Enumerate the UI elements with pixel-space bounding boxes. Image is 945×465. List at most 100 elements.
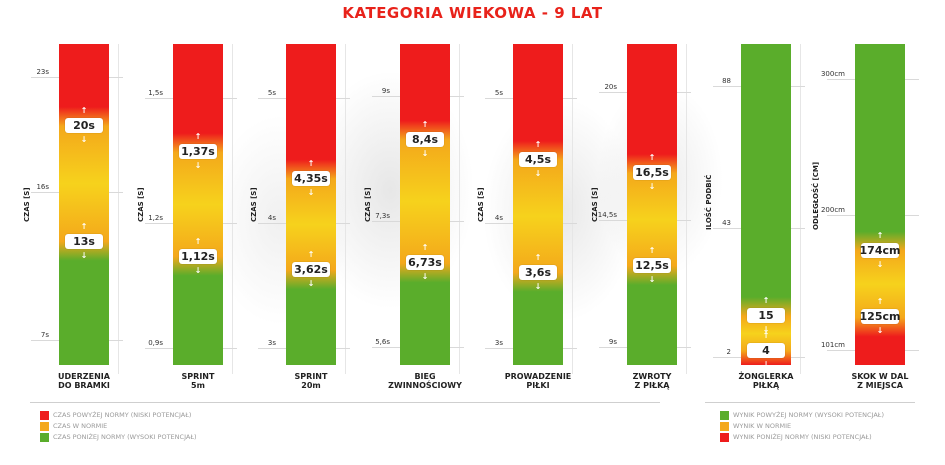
- legend-divider-left: [30, 402, 660, 403]
- y-tick-label: 2: [726, 348, 731, 357]
- y-axis-label: CZAS [S]: [477, 187, 485, 222]
- arrow-down-icon: ↓: [876, 259, 884, 269]
- bar: [627, 44, 677, 365]
- bar: [173, 44, 223, 365]
- y-tick-label: 3s: [267, 338, 276, 347]
- legend-right-item-3: WYNIK PONIŻEJ NORMY (NISKI POTENCJAŁ): [720, 433, 884, 444]
- column-separator: [345, 44, 346, 374]
- arrow-up-icon: ↑: [762, 330, 770, 340]
- y-axis-label: CZAS [S]: [23, 187, 31, 222]
- lower-threshold-label: 13s: [65, 233, 103, 249]
- arrow-up-icon: ↑: [876, 230, 884, 240]
- legend-left: CZAS POWYŻEJ NORMY (NISKI POTENCJAŁ) CZA…: [40, 411, 197, 444]
- arrow-up-icon: ↑: [534, 252, 542, 262]
- column-separator: [459, 44, 460, 374]
- bar-category-label-line: SPRINT: [181, 372, 215, 381]
- legend-left-item-3: CZAS PONIŻEJ NORMY (WYSOKI POTENCJAŁ): [40, 433, 197, 444]
- y-tick-label: 5s: [494, 88, 503, 97]
- y-tick-label: 3s: [494, 338, 503, 347]
- arrow-down-icon: ↓: [648, 274, 656, 284]
- y-tick-label: 300cm: [820, 70, 845, 79]
- bar-category-label-line: 20m: [301, 381, 321, 390]
- y-axis-label: CZAS [S]: [364, 187, 372, 222]
- page-title: KATEGORIA WIEKOWA - 9 LAT: [342, 4, 603, 22]
- bar: [400, 44, 450, 365]
- upper-threshold-label: 1,37s: [179, 144, 217, 160]
- bar-category-label: ŻONGLERKA PIŁKĄ: [726, 372, 806, 390]
- arrow-down-icon: ↓: [534, 281, 542, 291]
- y-tick-label: 4s: [494, 213, 503, 222]
- lower-threshold-label: 6,73s: [406, 255, 444, 271]
- arrow-down-icon: ↓: [421, 272, 429, 282]
- legend-swatch: [720, 433, 729, 442]
- upper-threshold-label: 20s: [65, 118, 103, 134]
- bar-category-label-line: BIEG: [414, 372, 436, 381]
- chart-column: 9s 7,3s 5,6s CZAS [S] ↑ 8,4s ↓ ↑ 6,73s ↓ BIEG ZWINN…: [364, 0, 510, 400]
- upper-threshold-label: 8,4s: [406, 131, 444, 147]
- y-tick-label: 20s: [604, 83, 617, 92]
- chart-column: 88 43 2 ILOŚĆ PODBIĆ ↑ 15 ↓ ↑ 4 ↓ ŻONGLERKA PIŁKĄ: [705, 0, 851, 400]
- bar: [513, 44, 563, 365]
- y-axis-label: ODLEGŁOŚĆ [CM]: [812, 161, 820, 230]
- column-separator: [686, 44, 687, 374]
- legend-right-item-1: WYNIK POWYŻEJ NORMY (WYSOKI POTENCJAŁ): [720, 411, 884, 422]
- upper-threshold-label: 4,35s: [292, 170, 330, 186]
- y-tick-label: 43: [722, 219, 731, 228]
- arrow-down-icon: ↓: [307, 279, 315, 289]
- y-tick-label: 0,9s: [148, 339, 163, 348]
- y-tick-label: 1,5s: [148, 89, 163, 98]
- upper-threshold-label: 15: [747, 308, 785, 324]
- y-tick-label: 5,6s: [375, 337, 390, 346]
- legend-divider-right: [705, 402, 915, 403]
- arrow-down-icon: ↓: [80, 250, 88, 260]
- legend-swatch: [40, 422, 49, 431]
- bar-category-label: SPRINT 20m: [271, 372, 351, 390]
- arrow-up-icon: ↑: [648, 153, 656, 163]
- chart-column: 300cm 200cm 101cm ODLEGŁOŚĆ [CM] ↑ 174cm ↓ ↑ 125…: [812, 0, 945, 400]
- arrow-down-icon: ↓: [307, 187, 315, 197]
- arrow-up-icon: ↑: [762, 296, 770, 306]
- lower-threshold-label: 1,12s: [179, 248, 217, 264]
- arrow-up-icon: ↑: [80, 221, 88, 231]
- bar-category-label-line: ZWINNOŚCIOWY: [388, 381, 462, 390]
- y-tick-label: 14,5s: [597, 210, 617, 219]
- lower-threshold-label: 12,5s: [633, 257, 671, 273]
- arrow-down-icon: ↓: [762, 325, 770, 335]
- chart-column: 23s 16s 7s CZAS [S] ↑ 20s ↓ ↑ 13s ↓ UDERZENIA DO BR…: [23, 0, 169, 400]
- bar-category-label-line: ZWROTY: [632, 372, 672, 381]
- y-axis-label: CZAS [S]: [591, 187, 599, 222]
- bar-category-label-line: Z PIŁKĄ: [634, 381, 670, 390]
- bar: [286, 44, 336, 365]
- legend-left-item-1: CZAS POWYŻEJ NORMY (NISKI POTENCJAŁ): [40, 411, 197, 422]
- y-tick-label: 88: [722, 77, 731, 86]
- chart-column: 5s 4s 3s CZAS [S] ↑ 4,5s ↓ ↑ 3,6s ↓ PROWADZENIE PIŁ…: [477, 0, 623, 400]
- legend-right: WYNIK POWYŻEJ NORMY (WYSOKI POTENCJAŁ) W…: [720, 411, 884, 444]
- upper-threshold-label: 16,5s: [633, 165, 671, 181]
- legend-right-item-2: WYNIK W NORMIE: [720, 422, 884, 433]
- arrow-up-icon: ↑: [648, 245, 656, 255]
- bar-category-label-line: PIŁKĄ: [752, 381, 780, 390]
- bar-category-label-line: PIŁKI: [526, 381, 550, 390]
- chart-column: 5s 4s 3s CZAS [S] ↑ 4,35s ↓ ↑ 3,62s ↓ SPRINT 20m: [250, 0, 396, 400]
- y-tick-label: 1,2s: [148, 214, 163, 223]
- legend-swatch: [720, 422, 729, 431]
- arrow-down-icon: ↓: [876, 326, 884, 336]
- column-separator: [232, 44, 233, 374]
- arrow-down-icon: ↓: [80, 135, 88, 145]
- bar-category-label-line: UDERZENIA: [58, 372, 110, 381]
- y-tick-label: 7s: [40, 331, 49, 340]
- arrow-up-icon: ↑: [421, 119, 429, 129]
- arrow-down-icon: ↓: [194, 265, 202, 275]
- bar-category-label-line: PROWADZENIE: [504, 372, 572, 381]
- arrow-up-icon: ↑: [307, 250, 315, 260]
- bar-category-label: UDERZENIA DO BRAMKI: [44, 372, 124, 390]
- legend-left-item-2: CZAS W NORMIE: [40, 422, 197, 433]
- y-tick-label: 23s: [36, 67, 49, 76]
- lower-threshold-label: 3,62s: [292, 262, 330, 278]
- bar-category-label: SKOK W DAL Z MIEJSCA: [840, 372, 920, 390]
- column-separator: [572, 44, 573, 374]
- arrow-up-icon: ↑: [194, 236, 202, 246]
- y-axis-label: CZAS [S]: [250, 187, 258, 222]
- y-axis-label: CZAS [S]: [137, 187, 145, 222]
- bar-category-label-line: ŻONGLERKA: [738, 372, 794, 381]
